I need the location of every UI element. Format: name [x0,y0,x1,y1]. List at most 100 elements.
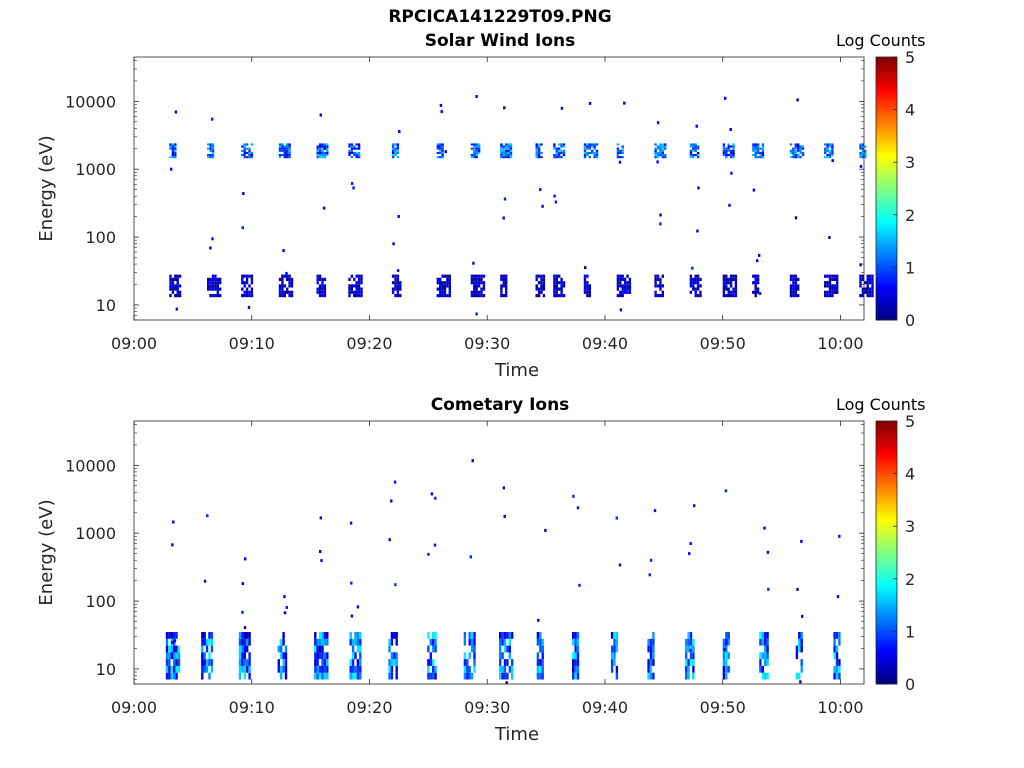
pixel [241,281,244,285]
pixel [290,281,294,285]
pixel [505,681,508,685]
pixel [560,145,563,148]
pixel [176,277,179,281]
pixel [687,632,690,639]
pixel [696,287,700,291]
pixel [439,287,442,291]
colorbar-segment [876,239,897,243]
pixel [626,281,629,285]
pixel [794,156,797,159]
pixel [588,284,591,288]
pixel [473,154,476,157]
colorbar-segment [876,211,897,214]
pixel [664,156,667,159]
colorbar-segment [876,248,897,251]
pixel [441,147,444,150]
pixel [473,143,476,146]
pixel [441,284,444,288]
pixel [759,652,762,660]
pixel [499,672,502,680]
scan-13 [583,101,599,298]
pixel [542,287,546,291]
pixel [248,154,251,157]
pixel [351,182,354,185]
pixel [316,147,319,150]
pixel [554,200,558,204]
pixel [319,516,322,520]
colorbar-segment [876,192,897,196]
pixel [286,145,289,148]
pixel [591,151,594,154]
pixel [553,287,556,291]
pixel [685,665,688,673]
pixel [480,287,483,291]
colorbar-segment [876,647,897,650]
colorbar-segment [876,116,897,120]
pixel [536,632,540,639]
pixel [502,151,505,154]
colorbar-segment [876,468,897,471]
pixel [656,121,660,125]
colorbar-segment [876,484,897,488]
colorbar-segment [876,147,897,150]
pixel [797,147,800,150]
pixel [169,281,172,285]
colorbar-segment [876,593,897,597]
pixel [694,147,697,150]
pixel [245,287,249,291]
pixel [722,665,726,673]
pixel [473,638,476,646]
pixel [441,145,444,148]
pixel [649,665,653,673]
pixel [207,147,210,150]
pixel [833,277,836,281]
pixel [696,281,700,285]
pixel [574,632,577,639]
colorbar-segment [876,301,897,305]
pixel [357,147,361,150]
pixel [652,632,655,639]
colorbar-segment [876,233,897,237]
pixel [281,284,284,288]
colorbar-segment [876,492,897,496]
pixel [173,645,176,653]
pixel [174,287,177,291]
pixel [207,154,210,157]
colorbar-segment [876,667,897,671]
pixel [326,149,329,152]
pixel [214,287,217,291]
colorbar-segment [876,133,897,136]
colorbar-segment [876,517,897,521]
pixel [316,145,319,148]
pixel [696,156,700,159]
pixel [576,506,580,510]
pixel [722,672,726,680]
colorbar-segment [876,139,897,142]
pixel [506,672,509,680]
colorbar-segment [876,124,897,128]
pixel [241,632,244,639]
pixel [318,143,322,146]
pixel [211,156,215,159]
colorbar-segment [876,59,897,62]
pixel [871,274,874,278]
pixel [623,281,627,285]
pixel [248,672,251,680]
pixel [500,143,503,146]
pixel [824,151,827,154]
colorbar-segment [876,607,897,611]
pixel [864,149,867,152]
pixel [243,149,246,152]
pixel [539,638,542,646]
x-tick-label: 09:40 [582,698,628,717]
pixel [619,290,622,294]
pixel [558,294,561,298]
pixel [661,147,664,150]
scan-14 [647,509,657,680]
pixel [321,287,324,291]
pixel [558,154,561,157]
pixel [537,281,541,285]
pixel [724,489,728,493]
pixel [722,154,726,157]
pixel [351,659,355,666]
